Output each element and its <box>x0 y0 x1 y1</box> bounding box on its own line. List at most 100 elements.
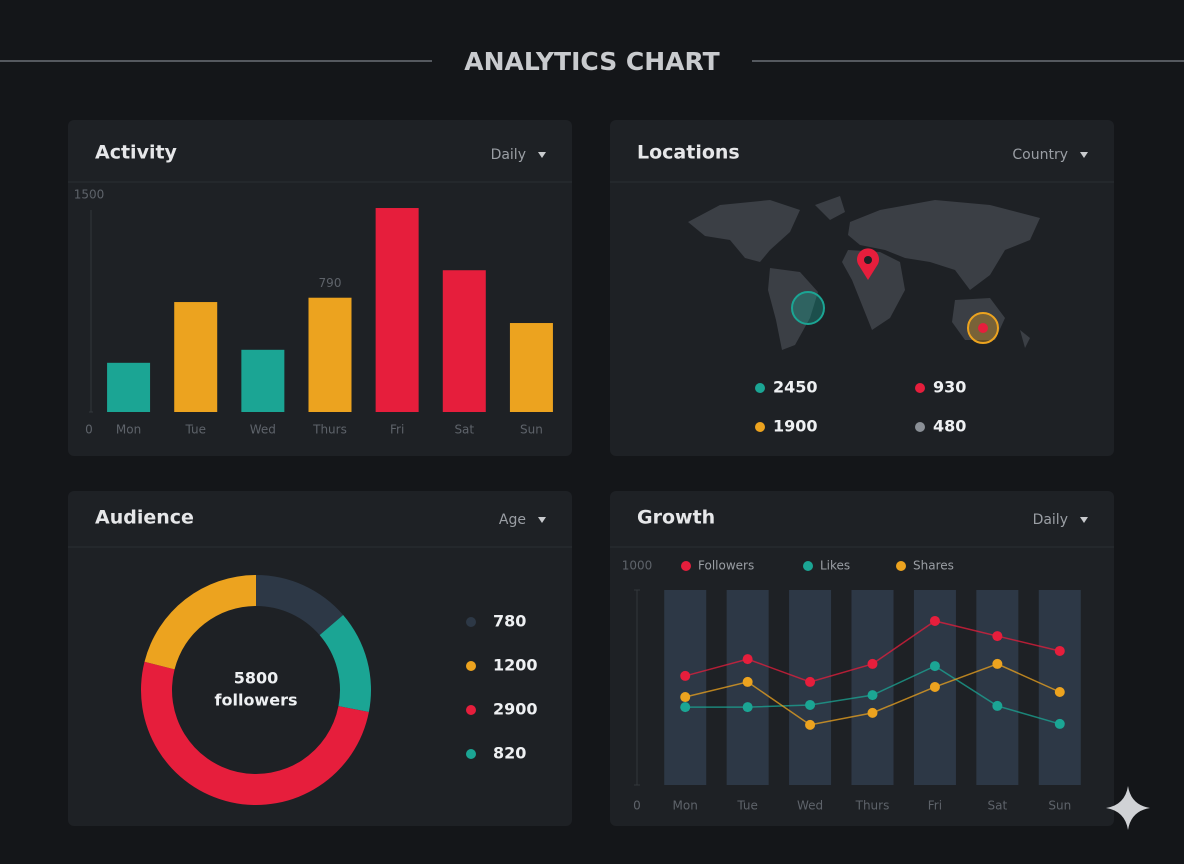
legend-dot <box>681 561 691 571</box>
series-point <box>992 658 1003 669</box>
legend-label: Followers <box>698 559 754 573</box>
legend-dot <box>466 705 476 715</box>
x-tick-label: Fri <box>928 799 942 813</box>
stat-value: 930 <box>933 378 966 397</box>
series-point <box>992 631 1003 642</box>
donut-slice <box>140 661 369 806</box>
panel <box>68 491 572 826</box>
panel-title: Growth <box>637 507 715 529</box>
legend-value: 1200 <box>493 656 538 675</box>
map-pin-hole <box>864 256 872 264</box>
panel-title: Activity <box>95 142 178 164</box>
series-point <box>742 676 753 687</box>
bar <box>308 297 352 412</box>
stat-dot <box>915 383 925 393</box>
world-map <box>688 196 1040 350</box>
page-title: ANALYTICS CHART <box>464 47 719 76</box>
stat-value: 480 <box>933 417 966 436</box>
legend-dot <box>466 749 476 759</box>
legend-value: 2900 <box>493 700 538 719</box>
legend-value: 820 <box>493 744 526 763</box>
filter-dropdown[interactable]: Daily <box>1033 512 1068 528</box>
legend-dot <box>803 561 813 571</box>
legend-label: Likes <box>820 559 850 573</box>
panel-title: Locations <box>637 142 740 164</box>
bar <box>107 362 151 412</box>
y-tick-label: 0 <box>633 799 641 813</box>
series-point <box>1054 687 1065 697</box>
x-tick-label: Mon <box>673 799 698 813</box>
stat-dot <box>755 383 765 393</box>
x-tick-label: Fri <box>390 423 404 437</box>
x-tick-label: Sun <box>520 423 543 437</box>
series-point <box>742 654 753 665</box>
x-tick-label: Sat <box>454 423 474 437</box>
bar <box>375 208 419 412</box>
x-tick-label: Sun <box>1048 799 1071 813</box>
map-marker <box>791 291 825 325</box>
column-band <box>976 590 1019 785</box>
audience-panel: Audience Age 5800 followers <box>68 491 572 826</box>
stat-dot <box>755 422 765 432</box>
x-tick-label: Tue <box>736 799 758 813</box>
bar <box>241 349 285 412</box>
donut-slice <box>256 575 344 636</box>
filter-dropdown[interactable]: Daily <box>491 147 526 163</box>
dropdown-arrow[interactable] <box>538 152 546 158</box>
series-point <box>1054 718 1065 729</box>
series-point <box>742 702 753 713</box>
column-band <box>851 590 894 785</box>
series-point <box>867 690 878 701</box>
stat-value: 1900 <box>773 417 818 436</box>
donut-center-value: 5800 <box>234 669 279 688</box>
panel-title: Audience <box>95 507 194 529</box>
stat-dot <box>915 422 925 432</box>
column-band <box>726 590 769 785</box>
series-point <box>680 670 691 681</box>
filter-dropdown[interactable]: Country <box>1012 147 1068 163</box>
series-point <box>929 661 940 672</box>
locations-panel: Locations Country <box>610 120 1114 456</box>
series-point <box>680 692 691 703</box>
legend-value: 780 <box>493 612 526 631</box>
sparkle-icon <box>1106 786 1150 830</box>
legend-dot <box>466 617 476 627</box>
donut-slice <box>319 614 371 713</box>
x-tick-label: Thurs <box>855 799 890 813</box>
x-tick-label: Wed <box>797 799 823 813</box>
series-point <box>929 681 940 692</box>
stat-value: 2450 <box>773 378 818 397</box>
series-point <box>867 658 878 669</box>
dropdown-arrow[interactable] <box>1080 517 1088 523</box>
y-tick-label: 0 <box>85 423 93 437</box>
x-tick-label: Wed <box>250 423 276 437</box>
bar <box>509 323 553 412</box>
series-point <box>805 676 816 687</box>
filter-dropdown[interactable]: Age <box>499 512 526 528</box>
legend-label: Shares <box>913 559 954 573</box>
x-tick-label: Mon <box>116 423 141 437</box>
column-band <box>789 590 832 785</box>
x-tick-label: Thurs <box>312 423 347 437</box>
series-point <box>1054 645 1065 656</box>
series-point <box>680 702 691 713</box>
legend-dot <box>896 561 906 571</box>
x-tick-label: Sat <box>988 799 1008 813</box>
donut-slice <box>144 575 256 670</box>
y-tick-label: 1000 <box>622 559 653 573</box>
series-point <box>867 707 878 718</box>
legend-dot <box>466 661 476 671</box>
dropdown-arrow[interactable] <box>538 517 546 523</box>
dropdown-arrow[interactable] <box>1080 152 1088 158</box>
series-point <box>805 699 816 710</box>
donut-center-label: followers <box>215 691 298 710</box>
value-label: 790 <box>319 276 342 290</box>
bar <box>174 302 218 412</box>
bar <box>442 270 486 412</box>
series-point <box>805 719 816 730</box>
series-point <box>929 615 940 626</box>
series-point <box>992 700 1003 711</box>
column-band <box>664 590 707 785</box>
map-pin <box>857 248 879 280</box>
